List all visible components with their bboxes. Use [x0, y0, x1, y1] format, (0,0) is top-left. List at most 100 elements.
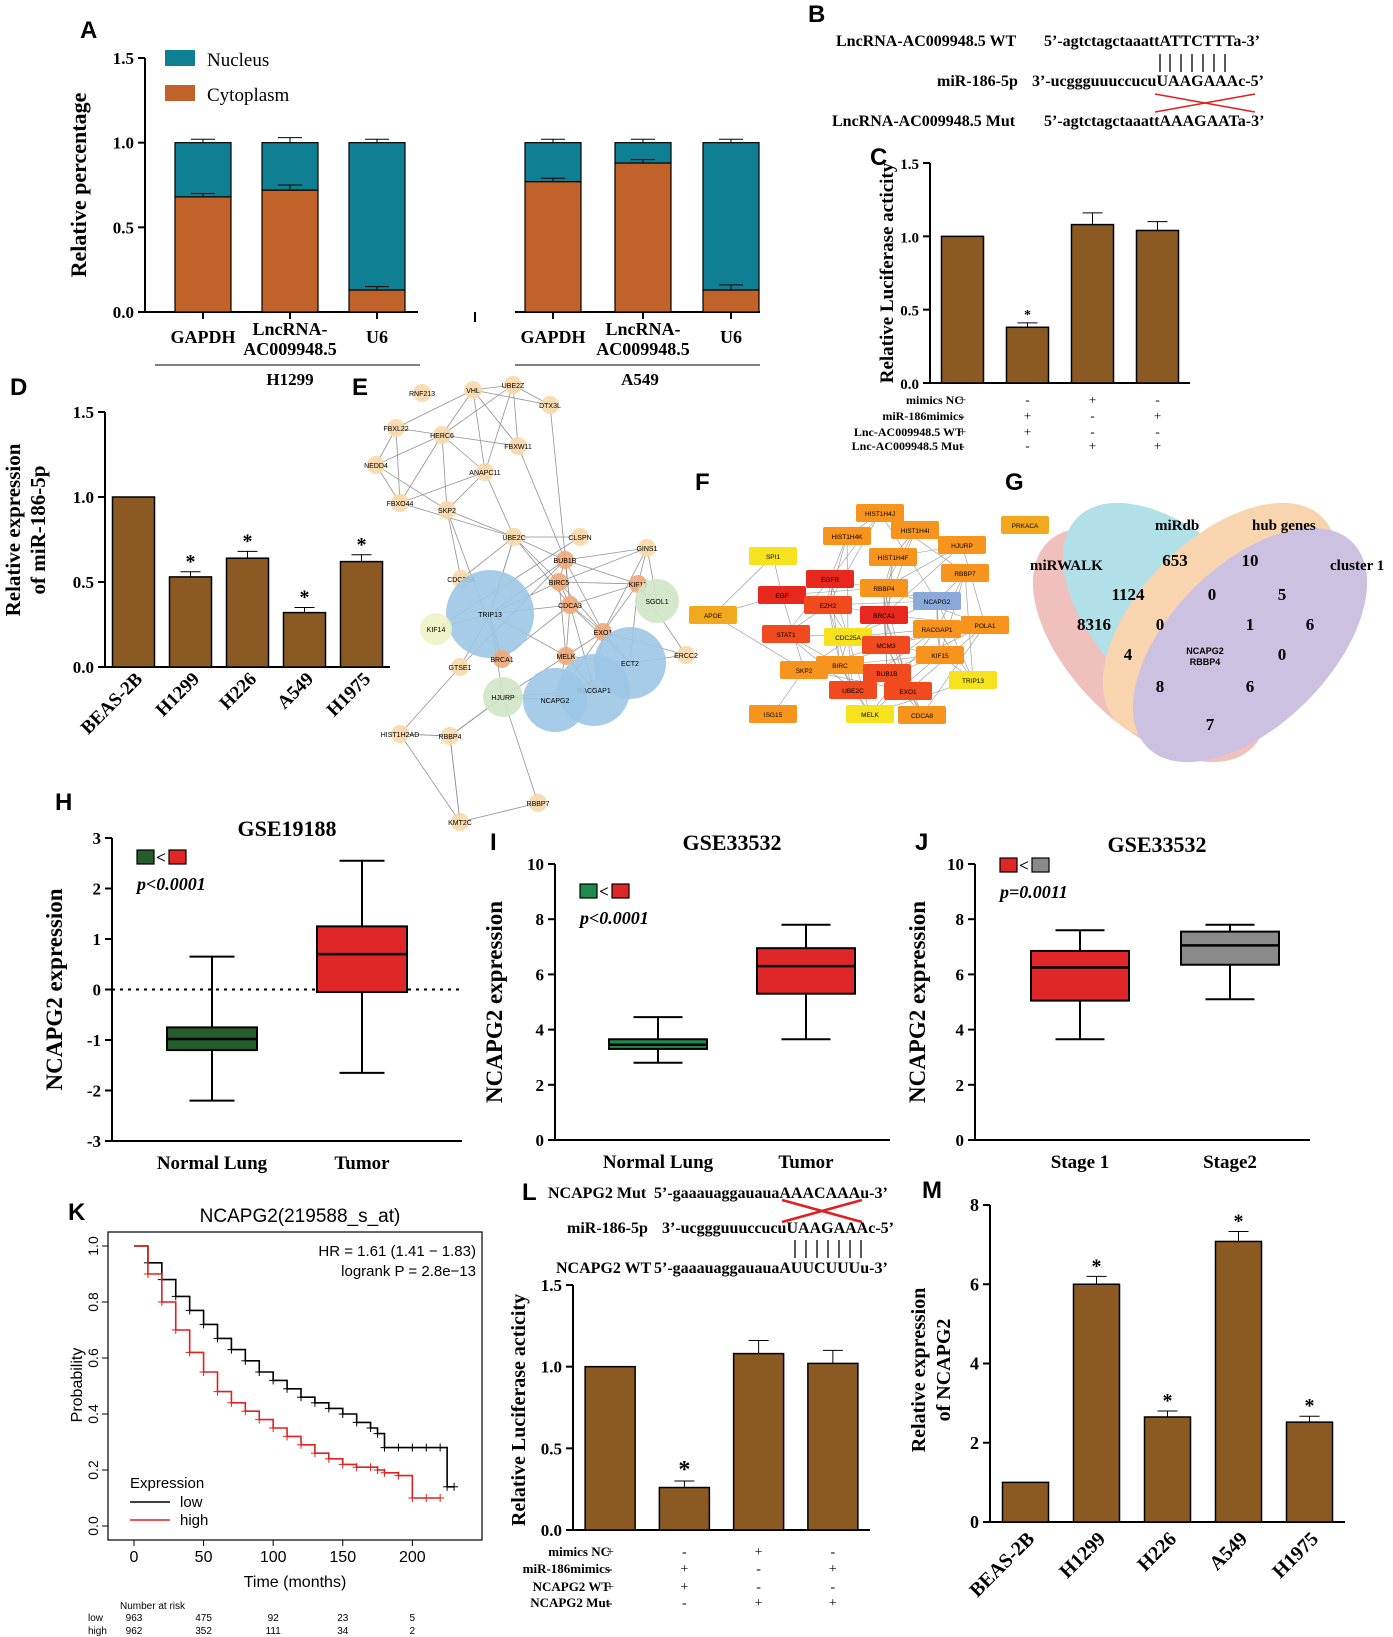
- network-node: [758, 586, 806, 604]
- significance-star: *: [186, 551, 196, 573]
- chart-title: GSE33532: [682, 830, 781, 855]
- network-edge: [441, 384, 514, 436]
- condition-sign: -: [608, 1562, 613, 1577]
- network-edge: [564, 559, 604, 633]
- x-tick-label: H1299: [152, 669, 204, 721]
- bar: [1001, 1481, 1050, 1523]
- x-tick-label: AC009948.5: [596, 339, 690, 359]
- significance-star: *: [243, 530, 253, 552]
- risk-value: 5: [410, 1613, 416, 1624]
- network-node: [749, 705, 797, 723]
- network-edge: [569, 583, 639, 606]
- y-axis-label: NCAPG2 expression: [42, 888, 67, 1090]
- x-tick-label: AC009948.5: [243, 339, 337, 359]
- y-tick-label: 0.0: [85, 1516, 101, 1536]
- network-node: [550, 573, 568, 591]
- network-node-label: CDCA8: [911, 713, 933, 720]
- x-tick-label: 50: [195, 1549, 213, 1566]
- venn-center-line1: NCAPG2: [1186, 646, 1224, 656]
- network-node-label: EZH2: [820, 603, 837, 610]
- y-tick-label: -1: [87, 1031, 101, 1050]
- condition-sign: -: [1090, 424, 1094, 439]
- network-edge: [513, 536, 571, 606]
- network-node-label: TRIP13: [478, 612, 502, 619]
- network-edge: [558, 581, 604, 633]
- network-node: [451, 658, 469, 676]
- y-tick-label: 2: [970, 1433, 979, 1453]
- network-edge: [558, 581, 639, 585]
- y-tick-label: 4: [956, 1021, 965, 1040]
- condition-sign: +: [829, 1596, 837, 1611]
- condition-sign: +: [680, 1580, 688, 1595]
- condition-sign: +: [606, 1545, 614, 1560]
- venn-count: 1: [1246, 615, 1255, 634]
- bar: [1005, 326, 1050, 384]
- network-node: [898, 706, 946, 724]
- box: [1030, 949, 1130, 1002]
- condition-sign: -: [1090, 408, 1094, 423]
- compare-symbol: <: [599, 882, 609, 901]
- network-node-label: GINS1: [636, 546, 657, 553]
- network-node: [863, 664, 911, 682]
- network-edge: [441, 434, 448, 511]
- venn-count: 8316: [1077, 615, 1111, 634]
- condition-sign: -: [831, 1545, 836, 1560]
- network-node-label: HIST1H2AD: [381, 732, 420, 739]
- network-node-label: NCAPG2: [924, 599, 951, 606]
- panel-letter-a: A: [80, 17, 97, 44]
- p-value: p=0.0011: [998, 882, 1068, 902]
- bar-nucleus: [348, 142, 406, 291]
- network-node-label: CDC25A: [447, 577, 475, 584]
- network-node-label: UBE2C: [502, 535, 525, 542]
- network-edge: [399, 471, 486, 504]
- legend-swatch-nucleus: [165, 50, 195, 66]
- network-node-label: BRCA1: [873, 613, 895, 620]
- y-tick-label: 0.0: [900, 377, 919, 393]
- network-node: [441, 727, 459, 745]
- l-wt-seq: 5’-gaaauaggauauaAUUCUUUu-3’: [654, 1260, 888, 1277]
- x-tick-label: GAPDH: [171, 327, 236, 347]
- condition-sign: -: [831, 1580, 836, 1595]
- panel-letter-k: K: [68, 1199, 86, 1226]
- network-edge: [513, 536, 566, 561]
- y-tick-label: 0.4: [85, 1404, 101, 1424]
- y-tick-label: 1.5: [541, 1276, 562, 1295]
- bar: [658, 1486, 711, 1531]
- bar-nucleus: [702, 142, 760, 291]
- y-tick-label: 0.2: [85, 1460, 101, 1480]
- risk-row-label: low: [88, 1613, 104, 1624]
- x-tick-label: Normal Lung: [157, 1153, 268, 1174]
- risk-row-label: high: [88, 1626, 107, 1637]
- risk-value: 2: [410, 1626, 416, 1637]
- bar-cytoplasm: [261, 189, 319, 313]
- panel-f-network: HIST1H4J HIST1H4I HIST1H4K HJURP PRKACA SPI1 E…: [689, 504, 1049, 724]
- condition-label: miR-186mimics: [882, 409, 963, 423]
- network-node-label: BIRC: [832, 663, 848, 670]
- condition-sign: +: [1024, 408, 1031, 423]
- legend-label: low: [180, 1494, 203, 1511]
- network-edge: [936, 600, 974, 681]
- network-edge: [829, 578, 841, 666]
- network-edge: [558, 581, 567, 657]
- network-node: [556, 551, 574, 569]
- compare-swatch: [136, 849, 155, 865]
- network-node: [949, 671, 997, 689]
- network-node-label: EGF: [775, 593, 788, 600]
- network-node-label: CLSPN: [568, 535, 591, 542]
- network-node: [677, 646, 695, 664]
- y-tick-label: 1: [93, 930, 102, 949]
- bar: [1285, 1421, 1334, 1523]
- network-node-label: KIF15: [931, 653, 949, 660]
- network-edge: [375, 434, 443, 466]
- plot-frame: [107, 1231, 483, 1541]
- network-node-label: ISG15: [764, 712, 783, 719]
- network-edge: [939, 572, 966, 656]
- network-node: [806, 570, 854, 588]
- panel-m-chart: 0 2 4 6 8 * * * * Relative expression of NCAPG2 BEA…: [908, 1195, 1345, 1602]
- chart-title: GSE19188: [237, 816, 336, 841]
- network-node: [483, 677, 523, 717]
- network-node-label: KIF14: [427, 627, 446, 634]
- venn-count: 10: [1242, 551, 1259, 570]
- network-node-label: NEDD4: [364, 463, 388, 470]
- y-tick-label: 6: [536, 965, 545, 984]
